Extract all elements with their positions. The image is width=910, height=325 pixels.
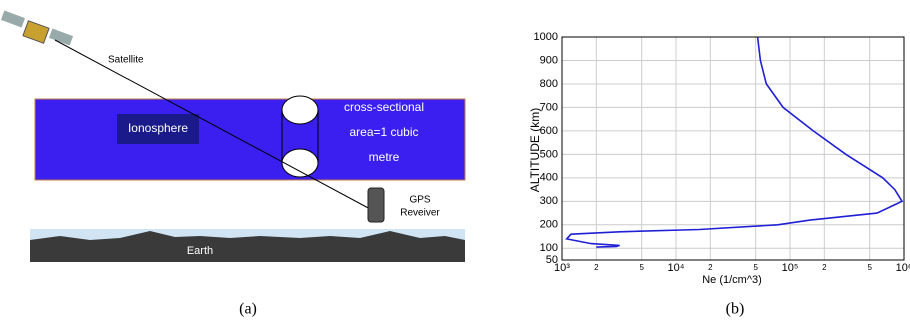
y-tick-label: 100 — [540, 242, 558, 254]
y-tick-label: 900 — [540, 54, 558, 66]
earth-label: Earth — [187, 245, 213, 257]
y-tick-label: 500 — [540, 148, 558, 160]
caption: (a) — [239, 301, 257, 318]
y-tick-label: 600 — [540, 125, 558, 137]
panel-a: Ionosphere cross-sectional area=1 cubic … — [1, 11, 465, 318]
receiver-label: Reveiver — [400, 208, 440, 219]
x-tick-label: 5 — [753, 263, 758, 272]
ionosphere-label: Ionosphere — [128, 121, 188, 135]
y-tick-label: 1000 — [534, 31, 558, 43]
satellite-label: Satellite — [108, 55, 144, 66]
y-tick-label: 200 — [540, 219, 558, 231]
y-tick-label: 800 — [540, 78, 558, 90]
cylinder-top — [282, 96, 318, 124]
x-tick-label: 2 — [708, 263, 713, 272]
x-tick-label: 10⁶ — [896, 262, 910, 274]
receiver-label: GPS — [409, 195, 430, 206]
y-tick-label: 700 — [540, 101, 558, 113]
x-tick-label: 10³ — [554, 262, 570, 274]
x-axis-label: Ne (1/cm^3) — [702, 274, 762, 286]
y-tick-label: 400 — [540, 172, 558, 184]
line — [567, 37, 902, 247]
x-tick-label: 2 — [822, 263, 827, 272]
gps-receiver-icon — [368, 188, 384, 222]
x-tick-label: 10⁴ — [668, 262, 685, 274]
x-tick-label: 10⁵ — [782, 262, 799, 274]
cylinder-bottom — [282, 149, 318, 177]
plot-frame — [562, 37, 904, 260]
figure: Ionosphere cross-sectional area=1 cubic … — [0, 0, 910, 325]
x-tick-label: 2 — [594, 263, 599, 272]
x-tick-label: 5 — [639, 263, 644, 272]
y-tick-label: 300 — [540, 195, 558, 207]
panel-b: (b) Ne (1/cm^3) ALTITUDE (km) 5010020030… — [528, 31, 910, 318]
cylinder-label: area=1 cubic — [349, 125, 418, 139]
caption: (b) — [726, 301, 745, 318]
x-tick-label: 5 — [867, 263, 872, 272]
cylinder-label: metre — [369, 150, 400, 164]
satellite-icon — [1, 11, 73, 46]
cylinder-label: cross-sectional — [344, 100, 424, 114]
